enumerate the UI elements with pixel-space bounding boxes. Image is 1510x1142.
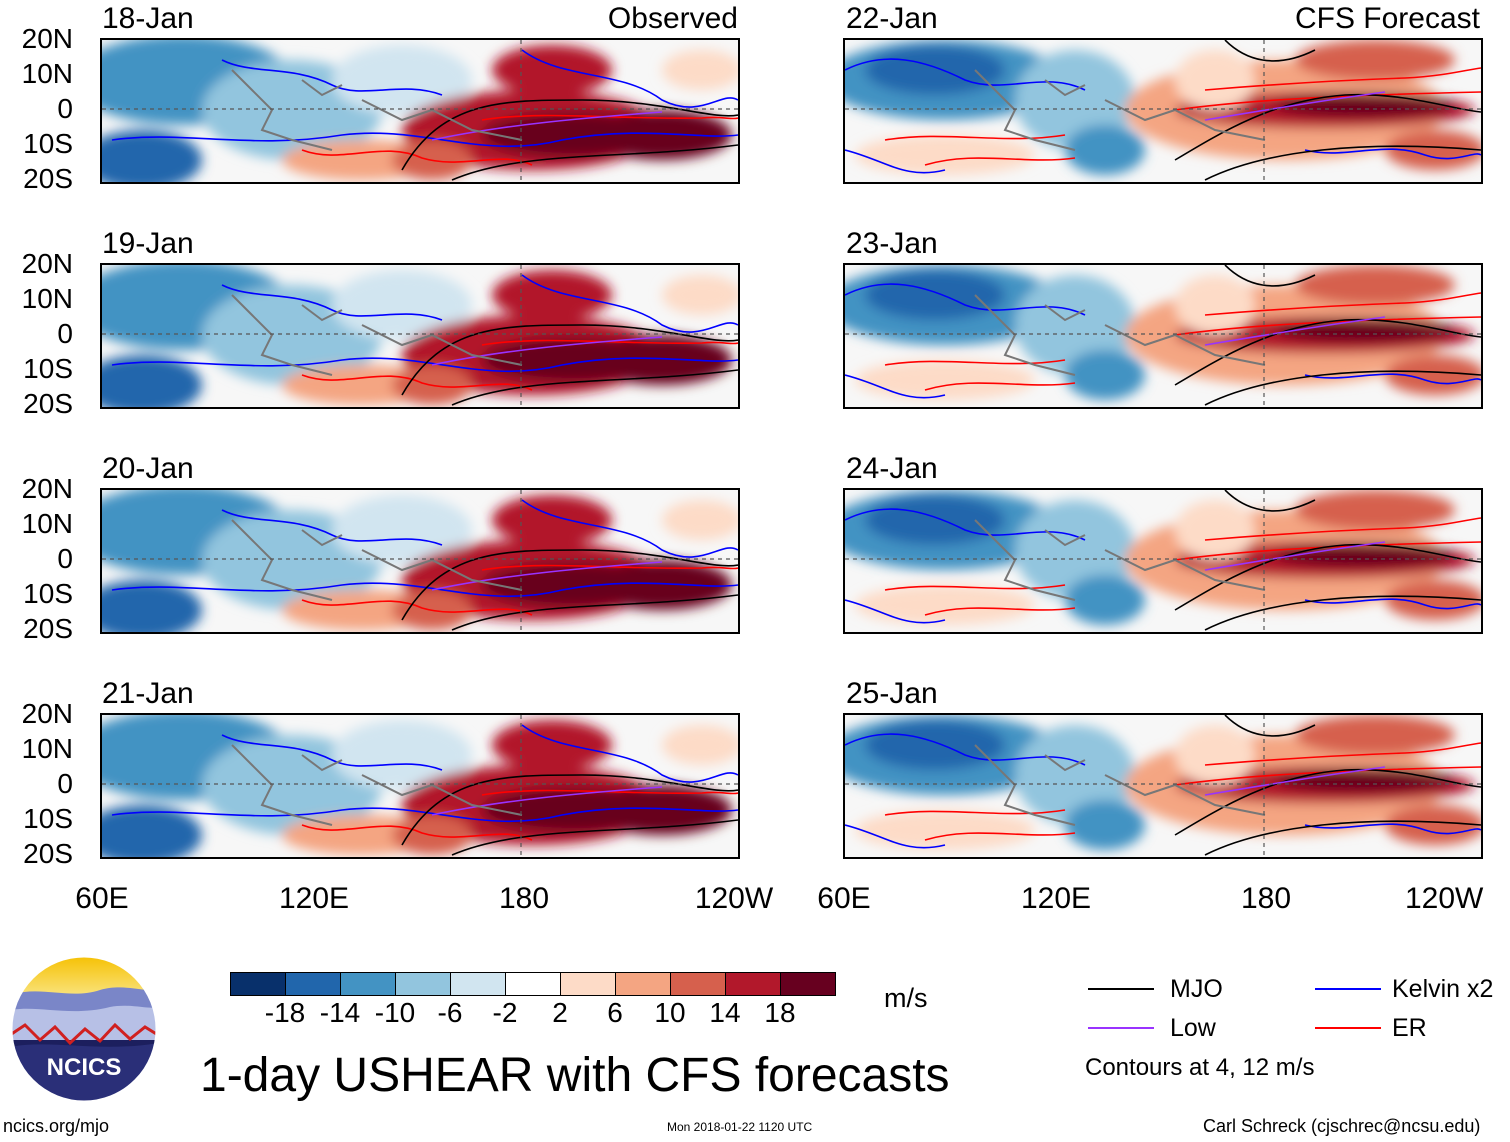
colorbar-tick-label: -6 [437,997,463,1028]
panel-date-obs-2: 19-Jan [102,227,194,260]
forecast-label: CFS Forecast [1294,2,1480,35]
lat-label: 0 [57,543,73,574]
legend-swatch-er [1315,1027,1381,1029]
colorbar-tick-label: 18 [764,997,796,1028]
panel-date-obs-1: 18-Jan [102,2,194,35]
lat-label: 10N [21,733,73,764]
legend-label-low: Low [1170,1014,1216,1042]
lat-label: 10S [23,128,73,159]
colorbar-swatch [725,972,781,996]
panel-date-fc-4: 25-Jan [846,677,938,710]
lon-label: 120E [1020,882,1092,915]
map-panel-fc-4 [843,713,1483,859]
legend-note: Contours at 4, 12 m/s [1085,1054,1315,1081]
lat-label: 10S [23,353,73,384]
colorbar-unit: m/s [884,983,928,1013]
lat-label: 10N [21,58,73,89]
map-panel-obs-2 [100,263,740,409]
figure-title: 1-day USHEAR with CFS forecasts [200,1049,950,1102]
lon-label: 180 [498,882,550,915]
lat-label: 20S [23,838,73,869]
map-panel-obs-3 [100,488,740,634]
lat-label: 20S [23,613,73,644]
lat-label: 20N [21,248,73,279]
lat-label: 20N [21,473,73,504]
map-panel-fc-2 [843,263,1483,409]
colorbar-swatch [615,972,671,996]
map-panel-obs-1 [100,38,740,184]
lat-label: 0 [57,93,73,124]
map-panel-fc-1 [843,38,1483,184]
lat-label: 10N [21,283,73,314]
lat-label: 20N [21,23,73,54]
legend-label-mjo: MJO [1170,975,1223,1003]
map-panel-fc-3 [843,488,1483,634]
colorbar-swatch [560,972,616,996]
legend-swatch-mjo [1088,988,1154,990]
panel-date-fc-3: 24-Jan [846,452,938,485]
colorbar-tick-label: -10 [374,997,416,1028]
colorbar-swatch [285,972,341,996]
colorbar-swatch [230,972,286,996]
lon-label: 180 [1240,882,1292,915]
observed-label: Observed [607,2,738,35]
legend-label-er: ER [1392,1014,1427,1042]
colorbar-tick-label: 2 [552,997,568,1028]
lon-label: 120E [278,882,350,915]
lat-label: 0 [57,318,73,349]
lat-label: 20S [23,163,73,194]
footer-credit: Carl Schreck (cjschrec@ncsu.edu) [1203,1116,1481,1136]
lon-label: 120W [694,882,774,915]
colorbar-tick-label: -18 [264,997,306,1028]
legend-swatch-kelvin [1315,988,1381,990]
lat-label: 10S [23,803,73,834]
ncics-logo: NCICS [10,955,158,1103]
lat-label: 20S [23,388,73,419]
colorbar-swatch [340,972,396,996]
colorbar-swatch [505,972,561,996]
colorbar-swatch [670,972,726,996]
lat-label: 0 [57,768,73,799]
colorbar-tick-label: -14 [319,997,361,1028]
panel-date-fc-1: 22-Jan [846,2,938,35]
panel-date-obs-4: 21-Jan [102,677,194,710]
panel-date-fc-2: 23-Jan [846,227,938,260]
panel-date-obs-3: 20-Jan [102,452,194,485]
colorbar-tick-label: 10 [654,997,686,1028]
lat-label: 10N [21,508,73,539]
colorbar-tick-label: -2 [492,997,518,1028]
footer-timestamp: Mon 2018-01-22 1120 UTC [667,1120,813,1134]
colorbar-tick-label: 14 [709,997,741,1028]
map-panel-obs-4 [100,713,740,859]
logo-text: NCICS [47,1054,122,1081]
lon-label: 60E [75,882,129,915]
colorbar-swatch [450,972,506,996]
colorbar-tick-label: 6 [607,997,623,1028]
lat-label: 20N [21,698,73,729]
footer-url[interactable]: ncics.org/mjo [3,1116,110,1136]
legend-swatch-low [1088,1027,1154,1029]
lon-label: 60E [817,882,871,915]
lon-label: 120W [1405,882,1484,915]
legend-label-kelvin: Kelvin x2 [1392,975,1494,1003]
colorbar-swatch [780,972,836,996]
colorbar-swatch [395,972,451,996]
lat-label: 10S [23,578,73,609]
